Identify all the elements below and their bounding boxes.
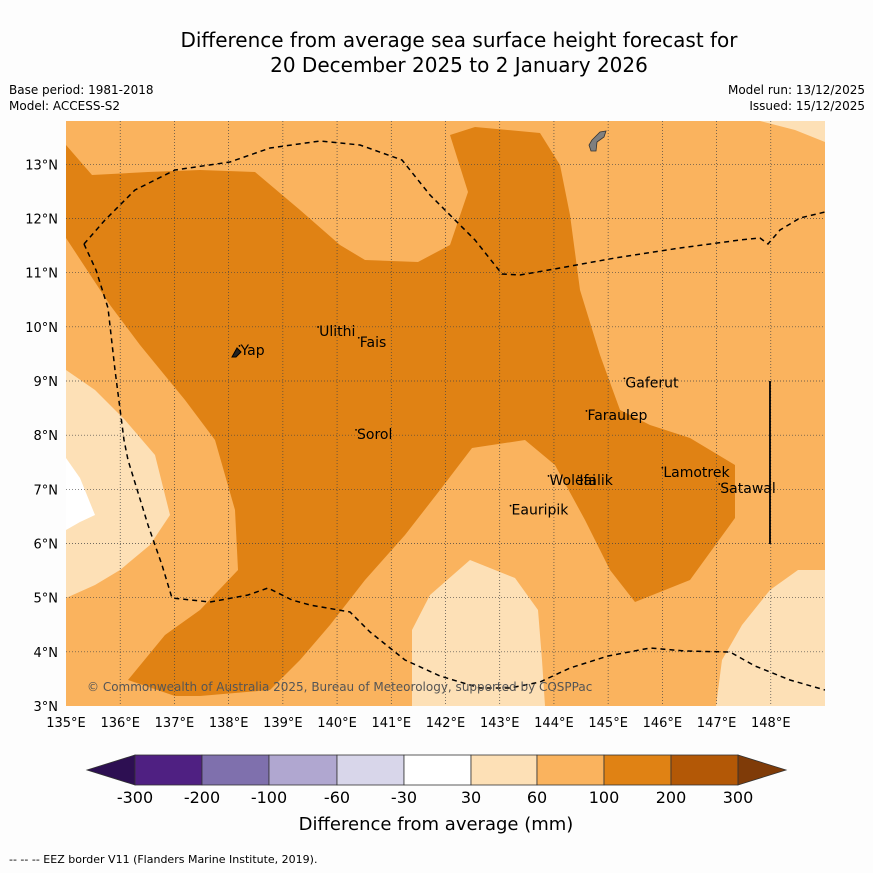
place-marker [623,377,626,380]
guam-island [588,130,607,152]
place-marker [577,475,580,477]
colorbar-segment [470,754,538,786]
colorbar: -300 -200 -100 -60 -30 30 60 100 200 300 [85,754,788,807]
lat-tick-label: 8°N [34,429,59,444]
colorbar-extend-min [85,754,136,786]
copyright-notice: © Commonwealth of Australia 2025, Bureau… [87,680,592,694]
latitude-labels: 3°N 4°N 5°N 6°N 7°N 8°N 9°N 10°N 11°N 12°N 13°N [25,158,58,715]
place-label-lamotrek: Lamotrek [663,465,730,481]
place-marker [238,345,241,347]
longitude-labels: 135°E 136°E 137°E 138°E 139°E 140°E 141°E 142°E… [46,716,790,731]
colorbar-segment [670,754,739,786]
colorbar-segment [336,754,405,786]
colorbar-tick-label: 100 [589,788,620,807]
lat-tick-label: 9°N [34,375,59,390]
lon-tick-label: 147°E [697,716,737,731]
meta-right: Model run: 13/12/2025 Issued: 15/12/2025 [728,82,865,114]
chart-title: Difference from average sea surface heig… [0,28,873,78]
lat-tick-label: 13°N [25,158,58,173]
colorbar-segment [201,754,270,786]
colorbar-segment [536,754,605,786]
colorbar-tick-label: -100 [251,788,287,807]
place-marker [718,483,721,485]
lon-tick-label: 146°E [643,716,683,731]
place-label-woleai: Woleai [550,473,597,489]
lat-tick-label: 3°N [34,700,59,715]
colorbar-tick-label: -60 [324,788,350,807]
place-label-satawal: Satawal [720,481,775,497]
lon-tick-label: 137°E [155,716,195,731]
model-name: Model: ACCESS-S2 [9,99,121,113]
contour-neutral-west [66,458,95,530]
place-marker [357,336,360,339]
lon-tick-label: 143°E [480,716,520,731]
gridlines [66,121,825,706]
lon-tick-label: 140°E [317,716,357,731]
place-marker [355,428,357,431]
lon-tick-label: 139°E [263,716,303,731]
model-run: Model run: 13/12/2025 [727,83,865,97]
colorbar-segment [403,754,472,786]
colorbar-tick-label: -30 [391,788,417,807]
colorbar-segment [268,754,338,786]
lon-tick-label: 141°E [372,716,412,731]
colorbar-segment [134,754,203,786]
lon-tick-label: 148°E [751,716,791,731]
plot-area: © Commonwealth of Australia 2025, Bureau… [66,121,825,706]
lon-tick-label: 142°E [426,716,466,731]
lat-tick-label: 5°N [34,592,59,607]
place-label-faraulep: Faraulep [587,408,647,424]
issued-date: Issued: 15/12/2025 [749,99,865,113]
lon-tick-label: 144°E [534,716,574,731]
colorbar-tick-label: -200 [184,788,220,807]
contour-100-200-main [66,127,735,696]
lon-tick-label: 136°E [100,716,140,731]
place-labels: Yap Ulithi Fais Sorol Gaferut Faraulep WoleaiI… [238,324,776,519]
colorbar-label: Difference from average (mm) [299,814,574,835]
base-period: Base period: 1981-2018 [9,83,154,97]
eez-border [83,140,825,691]
yap-island [231,347,242,358]
lat-tick-label: 7°N [34,483,59,498]
place-marker [661,466,664,469]
place-label-ifalik: Ifalik [579,473,613,489]
colorbar-tick-label: 60 [527,788,547,807]
colorbar-extend-max [737,754,788,786]
meta-left: Base period: 1981-2018 Model: ACCESS-S2 [9,82,154,114]
contour-30-60-west [66,370,170,598]
footer-note: -- -- -- EEZ border V11 (Flanders Marine… [9,853,318,866]
place-label-fais: Fais [360,335,387,351]
contour-30-60-south [412,560,545,706]
lat-tick-label: 10°N [25,321,58,336]
lat-tick-label: 12°N [25,213,58,228]
contour-30-60-northeast [760,121,825,142]
lon-tick-label: 138°E [209,716,249,731]
place-marker [317,326,319,328]
lat-tick-label: 4°N [34,646,59,661]
colorbar-segment [603,754,672,786]
colorbar-tick-label: 300 [723,788,754,807]
place-label-yap: Yap [239,343,264,359]
title-line-2: 20 December 2025 to 2 January 2026 [270,53,648,77]
place-label-ulithi: Ulithi [319,324,355,340]
place-marker [585,410,588,412]
colorbar-tick-label: 200 [656,788,687,807]
colorbar-tick-label: 30 [461,788,481,807]
place-label-eauripik: Eauripik [512,503,570,519]
place-marker [509,504,512,507]
lon-tick-label: 145°E [588,716,628,731]
title-line-1: Difference from average sea surface heig… [180,28,738,52]
place-label-sorol: Sorol [357,427,392,443]
lat-tick-label: 11°N [25,267,58,282]
place-label-gaferut: Gaferut [625,375,679,391]
place-marker [547,475,550,477]
lat-tick-label: 6°N [34,538,59,553]
lon-tick-label: 135°E [46,716,86,731]
colorbar-tick-label: -300 [117,788,153,807]
